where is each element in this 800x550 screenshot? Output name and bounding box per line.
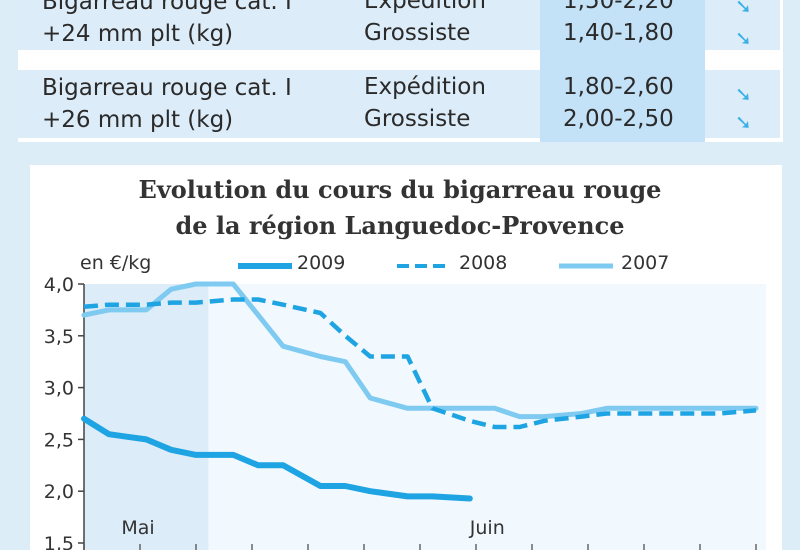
y-tick-label: 1,5 <box>44 533 74 550</box>
series-line-2009 <box>81 415 473 502</box>
x-axis-label: Mai <box>121 517 154 539</box>
product-label: +26 mm plt (kg) <box>42 107 234 133</box>
stage-label: Grossiste <box>364 106 471 132</box>
chart-subtitle: de la région Languedoc-Provence <box>175 211 625 240</box>
chart-title: Evolution du cours du bigarreau rouge <box>138 175 662 204</box>
y-tick-label: 4,0 <box>44 274 74 296</box>
legend-label-2009: 2009 <box>297 252 346 274</box>
y-tick-label: 3,0 <box>44 378 74 400</box>
series-line-2007 <box>81 281 759 420</box>
price-value: 1,50-2,20 <box>563 0 674 14</box>
series-line-2008 <box>83 297 757 430</box>
trend-down-icon: ➘ <box>735 0 752 18</box>
y-tick-label: 3,5 <box>44 326 74 348</box>
price-value: 2,00-2,50 <box>563 106 674 132</box>
stage-label: Expédition <box>364 74 486 100</box>
trend-down-icon: ➘ <box>735 82 752 106</box>
price-value: 1,40-1,80 <box>563 20 674 46</box>
product-label: Bigarreau rouge cat. I <box>42 0 292 15</box>
price-value: 1,80-2,60 <box>563 74 674 100</box>
price-column <box>540 0 705 142</box>
product-label: +24 mm plt (kg) <box>42 21 234 47</box>
trend-down-icon: ➘ <box>735 26 752 50</box>
x-axis-label: Juin <box>469 517 505 539</box>
legend-label-2008: 2008 <box>459 252 508 274</box>
y-tick-label: 2,0 <box>44 481 74 503</box>
stage-label: Expédition <box>364 0 486 14</box>
shaded-period <box>84 284 209 550</box>
legend-label-2007: 2007 <box>621 252 670 274</box>
y-axis-unit-label: en €/kg <box>80 252 152 274</box>
trend-down-icon: ➘ <box>735 110 752 134</box>
product-label: Bigarreau rouge cat. I <box>42 75 292 101</box>
y-tick-label: 2,5 <box>44 429 74 451</box>
stage-label: Grossiste <box>364 20 471 46</box>
